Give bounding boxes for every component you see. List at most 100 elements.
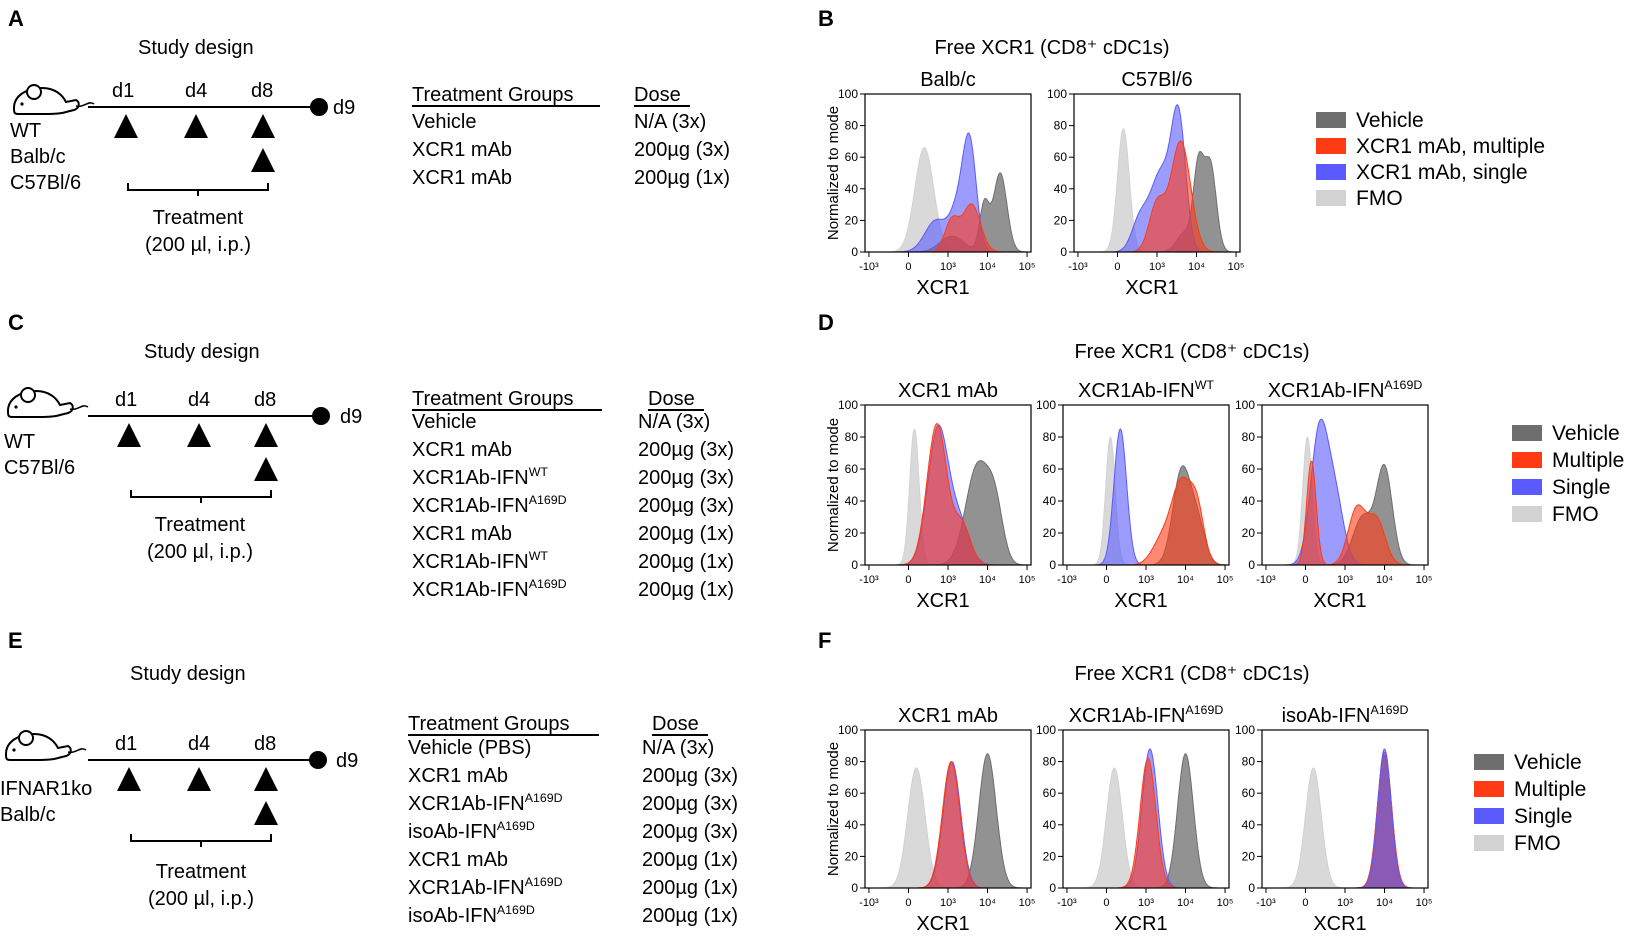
x-tick-label: 10⁵	[1019, 261, 1036, 273]
treatment-group-name: Vehicle	[412, 111, 477, 133]
y-tick-label: 80	[1242, 430, 1256, 444]
series-area-multiple	[1262, 751, 1428, 889]
y-tick-label: 60	[1054, 150, 1068, 164]
y-tick-label: 0	[1049, 558, 1056, 572]
treatment-group-name: Vehicle	[412, 411, 477, 433]
timeline-day-d8: d8	[254, 389, 276, 411]
treatment-group-name: XCR1Ab-IFNA169D	[412, 577, 567, 601]
histogram-title: XCR1Ab-IFNWT	[1078, 378, 1214, 402]
timeline-day-d4: d4	[185, 80, 207, 102]
table-header-groups: Treatment Groups	[412, 388, 574, 410]
mouse-icon	[12, 84, 95, 115]
triangle-up-icon	[254, 767, 278, 791]
table-rows: Vehicle N/A (3x) XCR1 mAb 200µg (3x) XCR1Ab-…	[412, 411, 734, 601]
legend-label: Vehicle	[1552, 422, 1620, 445]
y-tick-label: 80	[1054, 119, 1068, 133]
legend-label: XCR1 mAb, single	[1356, 161, 1528, 184]
x-tick-label: -10³	[1256, 574, 1276, 586]
triangle-up-icon	[254, 423, 278, 447]
study-design-title: Study design	[144, 341, 260, 363]
timeline-day-d8: d8	[251, 80, 273, 102]
histogram-title: isoAb-IFNA169D	[1282, 703, 1409, 727]
treatment-dose: 200µg (3x)	[634, 139, 730, 161]
panel-letter-b: B	[818, 6, 834, 31]
table-rows: Vehicle N/A (3x) XCR1 mAb 200µg (3x) XCR1 mA…	[412, 111, 730, 189]
x-axis-label: XCR1	[1114, 913, 1167, 935]
treatment-group-name: XCR1 mAb	[412, 439, 512, 461]
treatment-group-name: isoAb-IFNA169D	[408, 903, 535, 927]
treatment-table-a: Treatment Groups Dose Vehicle N/A (3x) XCR…	[412, 84, 730, 189]
treatment-dose: 200µg (3x)	[638, 495, 734, 517]
legend-label: Vehicle	[1356, 109, 1424, 132]
series-area-multiple	[1262, 460, 1428, 566]
plot-title-d: Free XCR1 (CD8⁺ cDC1s)	[1074, 341, 1309, 363]
treatment-group-name: XCR1 mAb	[412, 167, 512, 189]
y-axis-label: Normalized to mode	[825, 106, 842, 240]
triangle-up-icon	[184, 114, 208, 138]
y-tick-label: 20	[845, 526, 859, 540]
y-tick-label: 20	[1242, 526, 1256, 540]
y-tick-label: 0	[1248, 558, 1255, 572]
y-tick-label: 20	[845, 213, 859, 227]
series-area-fmo	[1262, 767, 1428, 889]
histogram-title: C57Bl/6	[1121, 69, 1192, 91]
x-tick-label: 10⁵	[1416, 897, 1433, 909]
treatment-group-name: XCR1 mAb	[408, 765, 508, 787]
treatment-bracket	[130, 490, 272, 503]
x-tick-label: -10³	[1057, 897, 1077, 909]
triangle-up-icon	[117, 767, 141, 791]
y-tick-label: 60	[1043, 786, 1057, 800]
y-tick-label: 100	[838, 723, 858, 737]
timeline-day-d1: d1	[115, 389, 137, 411]
treatment-dose: 200µg (1x)	[634, 167, 730, 189]
legend-swatch	[1512, 452, 1542, 468]
triangle-up-icon	[187, 767, 211, 791]
treatment-dose: 200µg (3x)	[642, 821, 738, 843]
y-tick-label: 20	[1043, 849, 1057, 863]
y-tick-label: 100	[1036, 398, 1056, 412]
treatment-dose: 200µg (3x)	[642, 793, 738, 815]
x-tick-label: 0	[905, 574, 911, 586]
legend-label: FMO	[1514, 832, 1561, 855]
legend-swatch	[1316, 164, 1346, 180]
legend-swatch	[1316, 190, 1346, 206]
y-tick-label: 20	[1054, 213, 1068, 227]
treatment-bracket	[127, 183, 269, 196]
plot-title-f: Free XCR1 (CD8⁺ cDC1s)	[1074, 663, 1309, 685]
histogram-title: XCR1 mAb	[898, 705, 998, 727]
x-tick-label: 10⁴	[1177, 897, 1194, 909]
panel-letter-a: A	[8, 6, 24, 31]
y-tick-label: 60	[845, 786, 859, 800]
x-axis-label: XCR1	[916, 590, 969, 612]
legend-swatch	[1316, 112, 1346, 128]
treatment-dose: 200µg (1x)	[638, 579, 734, 601]
plot-title-b: Free XCR1 (CD8⁺ cDC1s)	[934, 37, 1169, 59]
mouse-label-strain-type: IFNAR1ko	[0, 778, 92, 800]
mouse-label-strain-type: WT	[10, 120, 41, 142]
treatment-dose: 200µg (3x)	[638, 467, 734, 489]
treatment-group-name: XCR1 mAb	[412, 139, 512, 161]
y-tick-label: 80	[1043, 755, 1057, 769]
y-tick-label: 40	[845, 818, 859, 832]
y-tick-label: 60	[845, 150, 859, 164]
timeline-day-d4: d4	[188, 389, 210, 411]
x-tick-label: 10⁵	[1416, 574, 1433, 586]
triangle-up-icon	[254, 457, 278, 481]
table-header-dose: Dose	[634, 84, 681, 106]
x-axis-label: XCR1	[1114, 590, 1167, 612]
y-tick-label: 40	[1242, 818, 1256, 832]
timeline-end-day: d9	[340, 406, 362, 428]
y-tick-label: 0	[851, 245, 858, 259]
legend-f: Vehicle Multiple Single FMO	[1474, 751, 1586, 855]
timeline-day-d8: d8	[254, 733, 276, 755]
legend-label: Vehicle	[1514, 751, 1582, 774]
y-tick-label: 60	[845, 462, 859, 476]
x-tick-label: 0	[1103, 897, 1109, 909]
y-tick-label: 0	[1060, 245, 1067, 259]
study-design-a: Study design WT Balb/c C57Bl/6 d9 d1 d4 …	[10, 37, 355, 256]
treatment-dose: 200µg (1x)	[638, 523, 734, 545]
legend-label: XCR1 mAb, multiple	[1356, 135, 1545, 158]
x-tick-label: -10³	[1057, 574, 1077, 586]
y-tick-label: 100	[838, 87, 858, 101]
